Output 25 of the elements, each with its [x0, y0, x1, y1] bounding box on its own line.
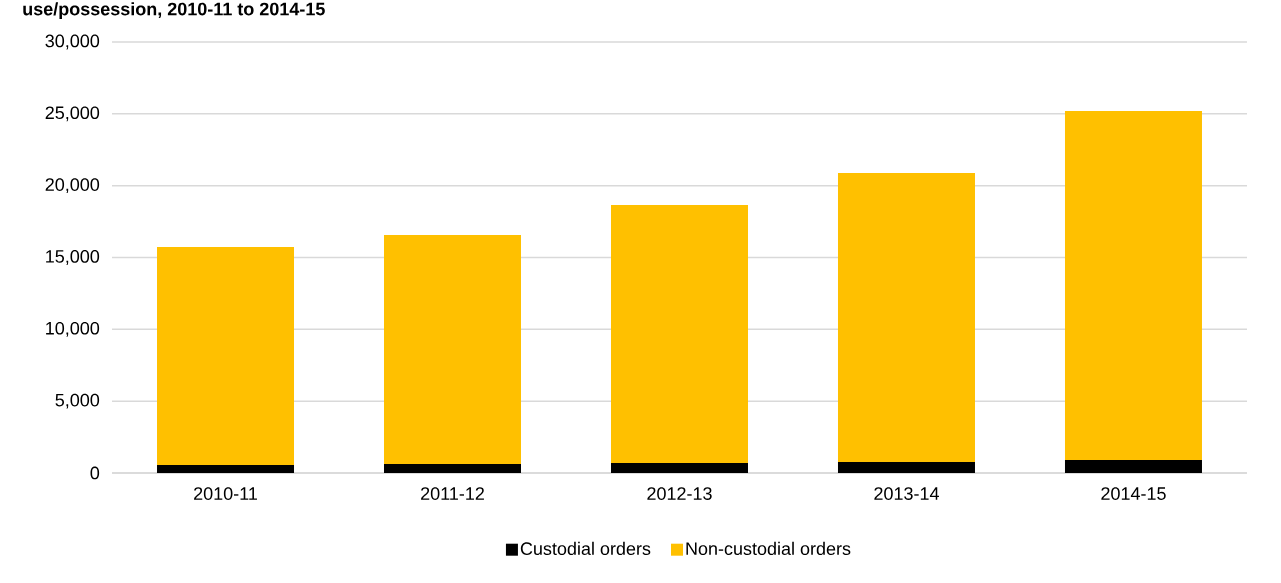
- bar: [157, 247, 295, 465]
- bar: [837, 461, 975, 473]
- bar: [610, 205, 748, 463]
- bar: [837, 173, 975, 462]
- x-tick-label: 2012-13: [647, 487, 712, 500]
- bar: [384, 235, 521, 464]
- x-tick-label: 2014-15: [1101, 487, 1166, 500]
- x-tick-label: 2011-12: [421, 487, 484, 500]
- legend-label: Non-custodial orders: [686, 541, 851, 556]
- y-tick-label: 10,000: [46, 321, 100, 337]
- bar: [384, 463, 521, 473]
- y-tick-label: 0: [90, 466, 100, 480]
- y-tick-label: 20,000: [45, 178, 100, 194]
- chart-title: use/possession, 2010-11 to 2014-15: [23, 2, 325, 19]
- y-tick-label: 30,000: [45, 34, 100, 50]
- bar: [610, 462, 748, 473]
- legend-label: Custodial orders: [520, 541, 651, 556]
- x-tick-label: 2010-11: [194, 487, 257, 500]
- y-tick-label: 5,000: [55, 393, 100, 409]
- bar: [1064, 111, 1202, 461]
- bar: [157, 464, 295, 473]
- y-tick-label: 25,000: [45, 106, 100, 122]
- x-tick-label: 2013-14: [874, 487, 939, 500]
- y-tick-label: 15,000: [46, 250, 100, 265]
- bar: [1064, 460, 1202, 473]
